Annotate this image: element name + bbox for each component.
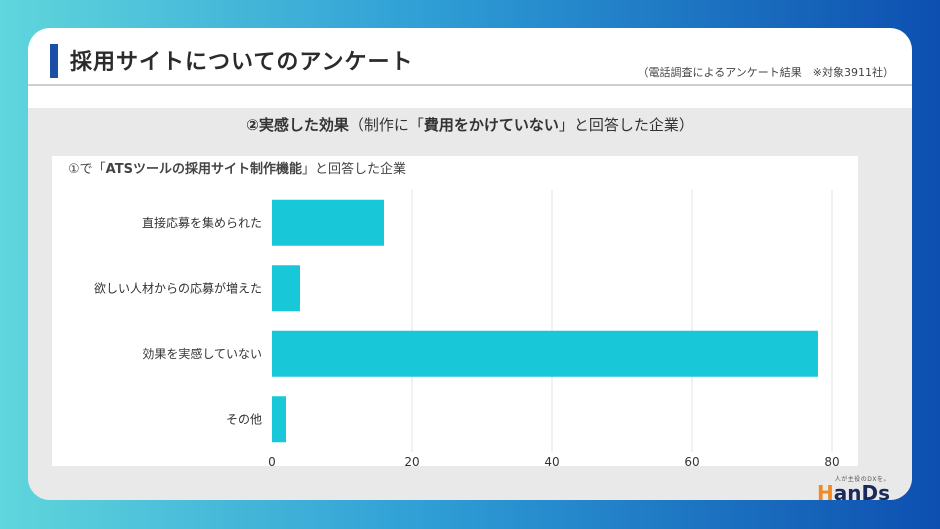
heading-post: 」と回答した企業） (558, 116, 694, 134)
chart-area (52, 156, 858, 466)
bar (272, 265, 300, 312)
heading-pre: （制作に「 (348, 116, 424, 134)
chart-caption: ①で「ATSツールの採用サイト制作機能」と回答した企業 (68, 158, 406, 177)
chart-caption-post: 」と回答した企業 (301, 162, 406, 177)
bar (272, 199, 384, 246)
x-tick-label: 40 (544, 455, 559, 469)
category-label: 効果を実感していない (142, 346, 262, 361)
bar (272, 330, 818, 377)
chart-caption-pre: ①で「 (68, 162, 106, 177)
x-tick-label: 60 (684, 455, 699, 469)
logo-rest: anDs (833, 481, 890, 500)
page-title: 採用サイトについてのアンケート (70, 50, 414, 75)
survey-note: （電話調査によるアンケート結果 ※対象3911社） (637, 66, 894, 79)
title-accent-bar (50, 44, 58, 78)
main-card: 採用サイトについてのアンケート （電話調査によるアンケート結果 ※対象3911社… (28, 28, 912, 500)
bar (272, 396, 286, 443)
heading-bold2: 費用をかけていない (423, 116, 559, 134)
x-tick-label: 0 (268, 455, 276, 469)
logo-tagline: 人が主役のDXを。 (834, 476, 890, 483)
heading-bold: ②実感した効果 (246, 116, 349, 134)
x-tick-label: 80 (824, 455, 839, 469)
category-label: その他 (226, 412, 262, 426)
category-label: 欲しい人材からの応募が増えた (94, 280, 262, 295)
hands-logo: 人が主役のDXを。 HanDs (817, 474, 890, 500)
logo-h: H (817, 481, 834, 500)
section-heading: ②実感した効果（制作に「費用をかけていない」と回答した企業） (28, 114, 912, 135)
logo-wordmark: HanDs (817, 483, 890, 500)
x-tick-label: 20 (404, 455, 419, 469)
title-divider (28, 84, 912, 86)
chart-caption-bold: ATSツールの採用サイト制作機能 (105, 162, 302, 177)
category-label: 直接応募を集められた (142, 215, 262, 230)
